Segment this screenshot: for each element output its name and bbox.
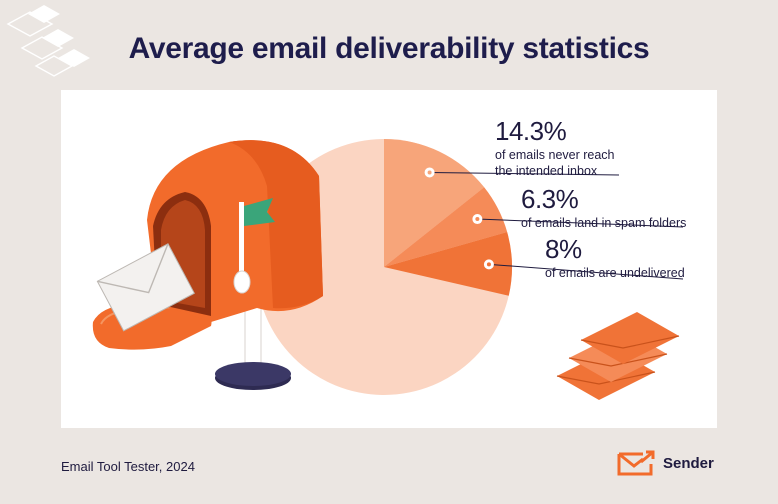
chart-card: 14.3% of emails never reach the intended…	[61, 90, 717, 428]
annotation-spam: 6.3% of emails land in spam folders	[521, 184, 686, 231]
source-credit: Email Tool Tester, 2024	[61, 459, 195, 474]
leader-line-2	[488, 263, 684, 280]
leader-line-1	[477, 218, 684, 228]
leader-line-0	[429, 171, 620, 176]
pie-slice-2	[384, 232, 512, 296]
annotation-inbox: 14.3% of emails never reach the intended…	[495, 116, 615, 179]
desc-undelivered: of emails are undelivered	[545, 266, 685, 280]
page-title: Average email deliverability statistics	[128, 32, 650, 65]
value-label-inbox: 14.3%	[495, 116, 567, 146]
value-label-undelivered: 8%	[545, 234, 582, 264]
brand-name: Sender	[663, 454, 714, 472]
pie-slice-1	[384, 187, 508, 267]
desc-inbox-line2: the intended inbox	[495, 164, 598, 178]
envelope-stack-icon	[556, 312, 680, 400]
mailbox-icon	[92, 140, 323, 390]
envelope-arrow-icon	[617, 450, 655, 476]
decorative-diamonds	[6, 5, 90, 77]
slice-marker-center-1	[475, 217, 480, 222]
slice-marker-center-0	[427, 170, 432, 175]
pie-chart	[92, 139, 684, 400]
desc-inbox-line1: of emails never reach	[495, 148, 615, 162]
value-label-spam: 6.3%	[521, 184, 579, 214]
desc-spam: of emails land in spam folders	[521, 216, 687, 230]
slice-marker-center-2	[486, 262, 491, 267]
brand-logo: Sender	[617, 450, 714, 476]
annotation-undelivered: 8% of emails are undelivered	[545, 234, 685, 281]
pie-slice-0	[384, 139, 485, 267]
